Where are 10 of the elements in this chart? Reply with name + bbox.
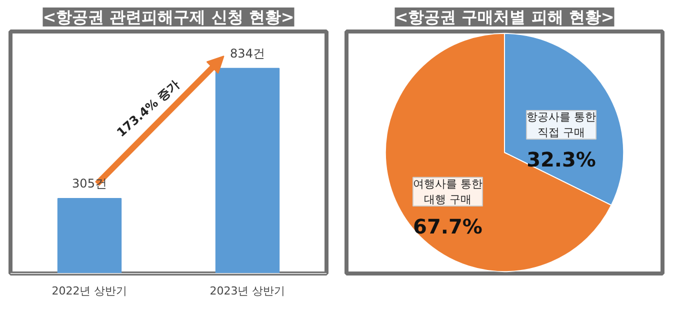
data-label: 32.3%	[526, 147, 596, 172]
data-label: 834건	[230, 46, 265, 60]
chart-title: <항공권 관련피해구제 신청 현황>	[42, 8, 294, 26]
slice-label: 항공사를 통한 직접 구매	[526, 110, 596, 140]
data-label: 67.7%	[413, 214, 482, 238]
slice-label: 여행사를 통한 대행 구매	[412, 177, 482, 206]
data-label: 305건	[72, 176, 107, 190]
x-tick-label: 2022년 상반기	[52, 284, 128, 298]
chart-title: <항공권 구매처별 피해 현황>	[394, 8, 614, 26]
x-tick-label: 2023년 상반기	[210, 284, 286, 298]
